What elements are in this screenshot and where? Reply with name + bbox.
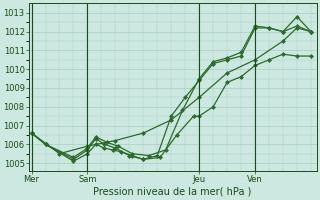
X-axis label: Pression niveau de la mer( hPa ): Pression niveau de la mer( hPa ) <box>93 187 252 197</box>
